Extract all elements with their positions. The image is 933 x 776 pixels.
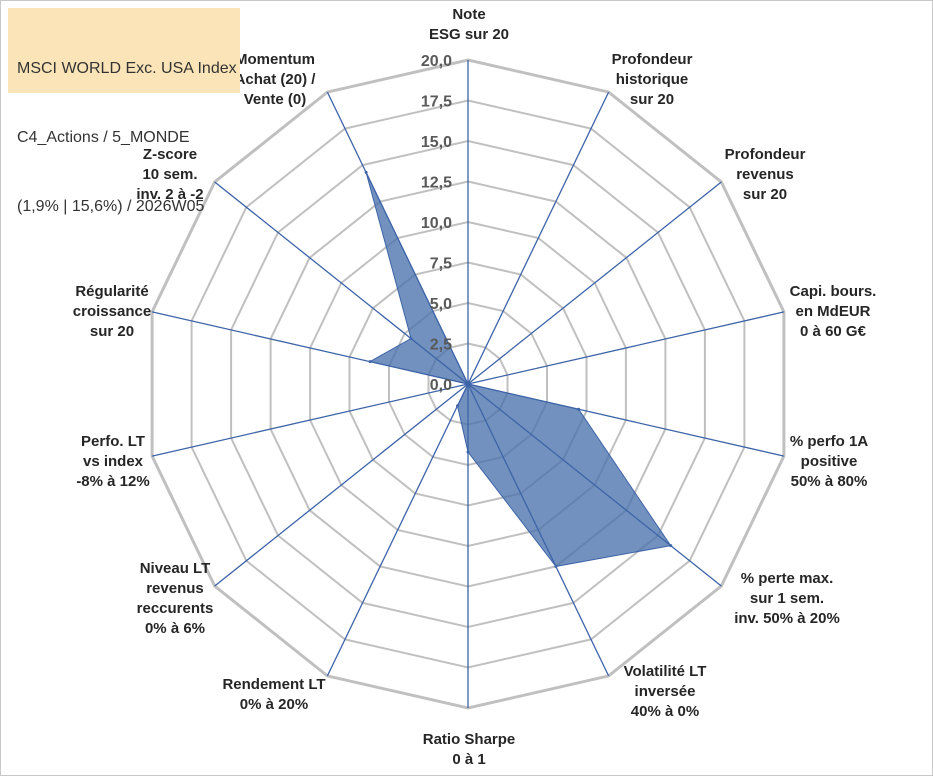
axis-spoke [467,383,610,677]
category-label-line: Vente (0) [244,91,307,108]
category-label-line: en MdEUR [796,303,871,320]
category-label-line: 50% à 80% [791,473,868,490]
category-label: Profondeur revenus sur 20 [725,146,806,203]
category-label-line: Rendement LT [222,676,325,693]
axis-spoke [151,383,469,457]
index-info-box: MSCI WORLD Exc. USA Index C4_Actions / 5… [8,8,240,215]
category-label-line: 0 à 60 G€ [800,323,867,340]
axis-spoke [467,311,785,385]
index-stats-week: (1,9% | 15,6%) / 2026W05 [17,198,205,215]
category-label: Perfo. LT vs index -8% à 12% [76,433,149,490]
category-labels: Note ESG sur 20 Profondeur historique sur 20… [73,6,877,768]
category-label-line: 0% à 20% [240,696,308,713]
category-label: Rendement LT 0% à 20% [222,676,325,713]
category-label-line: % perfo 1A [790,433,869,450]
axis-spoke [467,383,785,457]
category-label: Régularité croissance sur 20 [73,283,151,340]
category-label-line: reccurents [137,600,214,617]
category-label-line: inv. 50% à 20% [734,610,840,627]
category-label: Profondeur historique sur 20 [612,51,693,108]
category-label-line: Profondeur [612,51,693,68]
category-label-line: positive [801,453,858,470]
category-label-line: revenus [146,580,204,597]
category-label: Note ESG sur 20 [429,6,509,43]
axis-spoke [467,181,722,385]
axis-spoke [467,383,722,587]
category-label-line: sur 1 sem. [750,590,824,607]
category-label-line: Perfo. LT [81,433,145,450]
tick-label: 5,0 [430,296,452,313]
category-label-line: sur 20 [90,323,134,340]
category-label-line: 0 à 1 [452,751,485,768]
category-label-line: vs index [83,453,144,470]
category-label-line: 10 sem. [142,166,197,183]
tick-label: 7,5 [430,256,452,273]
axis-spoke [326,383,469,677]
radial-axis-ticks: 0,0 2,5 5,0 7,5 10,0 12,5 15,0 17,5 20,0 [421,53,452,394]
tick-label: 20,0 [421,53,452,70]
category-label: Z-score 10 sem. inv. 2 à -2 [136,146,203,203]
category-label-line: sur 20 [743,186,787,203]
category-label-line: Profondeur [725,146,806,163]
category-label: Capi. bours. en MdEUR 0 à 60 G€ [790,283,877,340]
index-name: MSCI WORLD Exc. USA Index [17,60,237,77]
axis-spoke [214,181,469,385]
category-label: Volatilité LT inversée 40% à 0% [624,663,707,720]
category-label-line: Niveau LT [140,560,211,577]
category-label-line: Achat (20) / [235,71,317,88]
category-label-line: historique [616,71,689,88]
tick-label: 10,0 [421,215,452,232]
category-label-line: Régularité [75,283,148,300]
tick-label: 0,0 [430,377,452,394]
category-label: Momentum Achat (20) / Vente (0) [235,51,317,108]
category-label-line: Capi. bours. [790,283,877,300]
category-label: % perfo 1A positive 50% à 80% [790,433,869,490]
category-label: Niveau LT revenus reccurents 0% à 6% [137,560,214,637]
tick-label: 2,5 [430,337,452,354]
category-label-line: sur 20 [630,91,674,108]
category-label-line: 0% à 6% [145,620,205,637]
tick-label: 17,5 [421,94,452,111]
category-label-line: Z-score [143,146,197,163]
category-label-line: -8% à 12% [76,473,149,490]
category-label-line: Ratio Sharpe [423,731,516,748]
category-label-line: croissance [73,303,151,320]
axis-spoke [326,91,469,385]
radar-series-layer [151,60,785,708]
category-label: % perte max. sur 1 sem. inv. 50% à 20% [734,570,840,627]
axis-spoke [151,311,469,385]
category-label-line: ESG sur 20 [429,26,509,43]
category-label-line: inversée [635,683,696,700]
category-label-line: inv. 2 à -2 [136,186,203,203]
axis-spoke [214,383,469,587]
axis-spoke [467,91,610,385]
category-label: Ratio Sharpe 0 à 1 [423,731,516,768]
category-label-line: 40% à 0% [631,703,699,720]
tick-label: 15,0 [421,134,452,151]
index-category: C4_Actions / 5_MONDE [17,129,190,146]
category-label-line: revenus [736,166,794,183]
category-label-line: Note [452,6,485,23]
category-label-line: % perte max. [741,570,834,587]
category-label-line: Volatilité LT [624,663,707,680]
category-label-line: Momentum [235,51,315,68]
tick-label: 12,5 [421,175,452,192]
